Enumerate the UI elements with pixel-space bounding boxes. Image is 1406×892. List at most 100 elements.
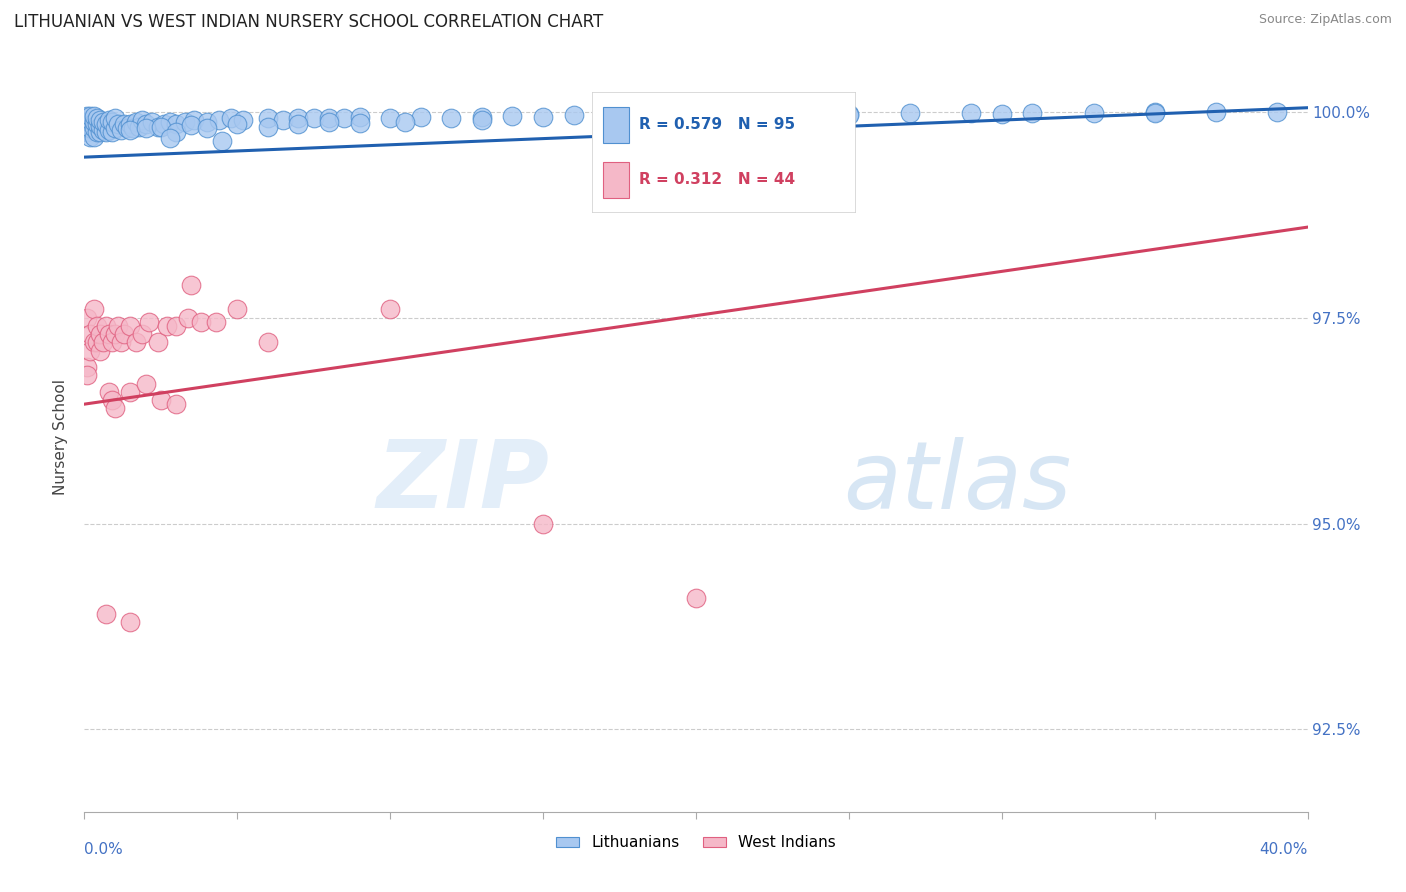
Point [79,113,101,128]
Point [180,118,202,132]
Point [89,327,111,342]
Point [174,114,197,128]
Point [107,318,129,333]
Point [83,302,105,317]
Point [76,310,98,325]
Point [91,123,114,137]
Point [1021,105,1043,120]
Point [83,335,105,350]
Point [232,113,254,128]
Point [91,114,114,128]
Point [149,392,172,407]
Point [531,516,554,531]
Point [76,117,98,131]
Point [1205,104,1227,119]
Point [79,121,101,136]
Point [128,120,150,134]
Legend: Lithuanians, West Indians: Lithuanians, West Indians [550,830,842,856]
Point [502,109,524,123]
Point [165,397,187,411]
Point [76,109,98,123]
Point [205,315,228,329]
Point [257,335,280,350]
Point [122,121,145,136]
Point [1143,105,1166,120]
Point [159,114,181,128]
Point [79,343,101,358]
Point [180,277,202,292]
Point [156,318,179,333]
Text: atlas: atlas [842,436,1071,527]
Point [112,117,135,131]
Point [125,114,148,128]
Point [141,114,163,128]
Point [120,117,142,131]
Point [89,343,111,358]
Point [107,117,129,131]
Point [471,110,494,124]
Point [394,114,416,128]
Point [135,121,157,136]
Point [165,318,187,333]
Point [125,335,148,350]
Point [159,131,181,145]
Point [79,327,101,342]
Point [183,113,205,128]
Point [76,360,98,375]
Point [120,318,142,333]
Point [91,335,114,350]
Point [271,113,294,128]
Point [97,384,120,399]
Point [83,109,105,123]
Point [991,107,1014,121]
Text: Source: ZipAtlas.com: Source: ZipAtlas.com [1258,13,1392,27]
Point [86,117,108,131]
Point [76,368,98,383]
Point [349,116,371,130]
Point [131,113,153,128]
Point [104,327,127,342]
Point [257,112,280,126]
Point [1265,104,1288,119]
Point [716,108,738,122]
Point [83,129,105,144]
Y-axis label: Nursery School: Nursery School [53,379,69,495]
Point [89,125,111,139]
Point [135,117,157,131]
Point [165,117,187,131]
Point [208,113,231,128]
Point [149,120,172,134]
Point [165,125,187,139]
Point [838,108,860,122]
Point [79,109,101,123]
Point [120,615,142,630]
Point [120,123,142,137]
Point [94,607,117,621]
Point [960,106,983,120]
Point [287,117,309,131]
Point [79,129,101,144]
Text: LITHUANIAN VS WEST INDIAN NURSERY SCHOOL CORRELATION CHART: LITHUANIAN VS WEST INDIAN NURSERY SCHOOL… [14,13,603,31]
Point [471,113,494,128]
Point [76,121,98,136]
Point [131,327,153,342]
Text: 0.0%: 0.0% [84,842,124,857]
Point [257,120,280,134]
Point [776,107,799,121]
Point [94,125,117,139]
Point [1083,105,1105,120]
Point [380,112,402,126]
Point [562,108,585,122]
Point [898,106,921,120]
Point [177,310,200,325]
Point [380,302,402,317]
Point [146,335,169,350]
Point [226,302,249,317]
Point [104,112,127,126]
Point [333,111,356,125]
Point [531,110,554,124]
Point [135,376,157,391]
Text: ZIP: ZIP [377,436,550,528]
Point [83,114,105,128]
Point [838,107,860,121]
